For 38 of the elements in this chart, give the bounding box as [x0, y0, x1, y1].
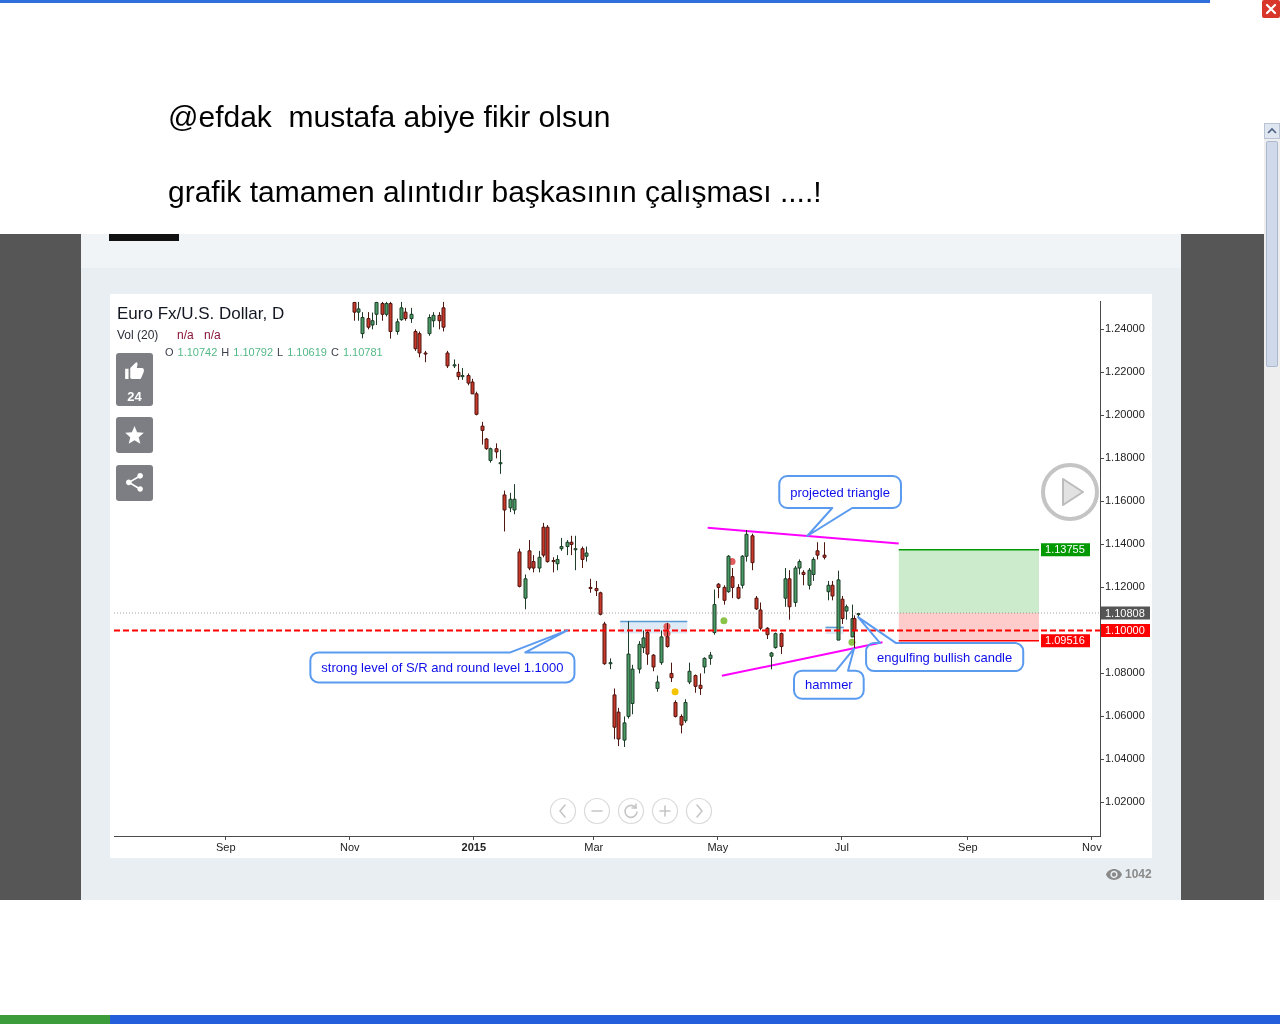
annotation: strong level of S/R and round level 1.1000	[321, 659, 564, 675]
y-tick-label: 1.08000	[1105, 666, 1145, 679]
chart-title: Euro Fx/U.S. Dollar, D	[117, 304, 285, 323]
ref-line-label: 1.10000	[1105, 623, 1145, 636]
annotation: Vol (20)	[117, 328, 159, 342]
annotation: n/a	[204, 328, 221, 342]
y-tick-label: 1.04000	[1105, 752, 1145, 765]
point	[671, 688, 679, 696]
ref-line-label: 1.10808	[1105, 606, 1145, 619]
annotation: projected triangle	[790, 484, 890, 500]
y-tick-label: 1.16000	[1105, 494, 1145, 507]
annotation: O 1.10742 H 1.10792 L 1.10619 C 1.10781	[165, 346, 383, 358]
text: @efdak mustafa abiye fikir olsun	[168, 100, 611, 133]
y-tick-label: 1.12000	[1105, 580, 1145, 593]
y-tick-label: 1.14000	[1105, 537, 1145, 550]
annotation: 24	[126, 389, 143, 404]
x-tick-label: May	[707, 840, 729, 853]
annotation: engulfing bullish candle	[877, 649, 1013, 665]
data-label: 1.09516	[1045, 634, 1085, 647]
x-tick-label: Sep	[216, 840, 236, 853]
y-tick-label: 1.20000	[1105, 408, 1145, 421]
x-tick-label: Mar	[584, 840, 604, 853]
x-tick-label: 2015	[461, 840, 487, 853]
y-tick-label: 1.02000	[1105, 795, 1145, 808]
data-label: 1.13755	[1045, 543, 1085, 556]
text: 1042	[1125, 867, 1152, 881]
x-tick-label: Nov	[340, 840, 361, 853]
annotation: hammer	[805, 677, 854, 693]
point	[720, 617, 728, 625]
y-tick-label: 1.06000	[1105, 709, 1145, 722]
y-tick-label: 1.24000	[1105, 322, 1145, 335]
text: grafik tamamen alıntıdır başkasının çalışması ....!	[168, 175, 822, 208]
annotation: n/a	[177, 328, 194, 342]
x-tick-label: Jul	[834, 840, 849, 853]
y-tick-label: 1.18000	[1105, 451, 1145, 464]
x-tick-label: Sep	[958, 840, 978, 853]
y-tick-label: 1.22000	[1105, 365, 1145, 378]
x-tick-label: Nov	[1082, 840, 1103, 853]
